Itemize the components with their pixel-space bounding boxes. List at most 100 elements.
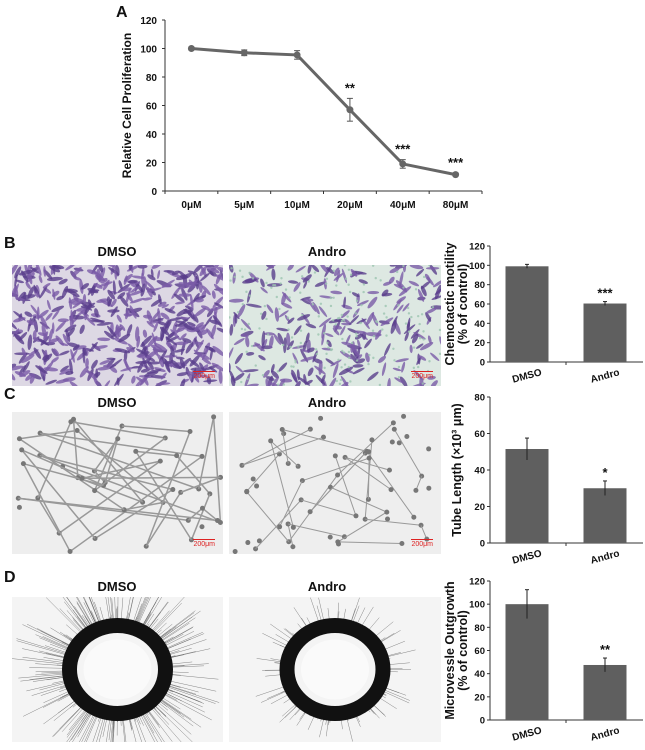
pore	[229, 279, 232, 282]
cell	[110, 298, 117, 307]
image-title-dmso-d: DMSO	[97, 579, 137, 594]
cell	[103, 380, 111, 386]
cell	[439, 336, 441, 346]
cell	[151, 344, 163, 352]
cell	[206, 376, 212, 385]
pore	[407, 330, 411, 333]
y-tick-label: 80	[474, 623, 485, 634]
cell-cluster	[384, 509, 390, 515]
cell	[79, 278, 84, 294]
y-tick-label: 80	[474, 280, 485, 291]
pore	[314, 348, 318, 351]
cell-cluster	[79, 475, 85, 481]
tube	[58, 460, 161, 534]
cell	[200, 305, 211, 311]
cell	[207, 306, 223, 312]
cell	[420, 285, 427, 297]
cell	[14, 371, 26, 377]
cell	[62, 333, 69, 345]
cell-cluster	[411, 514, 417, 520]
cell	[33, 284, 37, 294]
pore	[325, 277, 329, 280]
pore	[385, 334, 388, 337]
cell	[302, 340, 308, 352]
pore	[374, 276, 377, 280]
pore	[272, 283, 275, 287]
x-tick-label: 40μM	[390, 200, 416, 211]
cell-cluster	[71, 416, 77, 422]
cell	[107, 289, 116, 300]
cell-cluster	[256, 538, 262, 544]
cell	[233, 338, 245, 345]
pore	[329, 304, 333, 308]
cell	[352, 364, 364, 368]
cell	[179, 333, 187, 340]
tube	[82, 476, 221, 480]
cell	[311, 265, 320, 273]
cell	[114, 348, 131, 354]
micrograph-migration-dmso: 200μm	[12, 265, 223, 386]
pore	[438, 352, 441, 356]
pore	[241, 302, 245, 306]
cell	[128, 265, 133, 271]
pore	[311, 303, 315, 306]
cell	[56, 295, 64, 301]
cell	[12, 283, 19, 297]
pore	[270, 286, 273, 289]
cell	[26, 270, 36, 276]
cell	[112, 280, 116, 296]
cell	[205, 266, 220, 274]
cell	[35, 365, 48, 374]
cell	[162, 361, 173, 365]
pore	[263, 304, 267, 308]
cell	[260, 287, 268, 294]
pore	[372, 356, 375, 360]
data-point	[452, 171, 460, 179]
ring-lumen	[301, 639, 369, 700]
cell	[126, 346, 135, 353]
pore	[317, 315, 321, 318]
cell	[307, 265, 312, 274]
pore	[355, 359, 359, 362]
cell	[12, 363, 17, 369]
cell	[343, 296, 346, 309]
tube	[18, 438, 125, 511]
pore	[404, 322, 408, 325]
tube	[72, 418, 144, 503]
cell	[333, 324, 343, 330]
pore	[382, 312, 386, 315]
y-tick-label: 40	[474, 319, 485, 330]
y-tick-label: 0	[151, 187, 157, 198]
cell	[190, 294, 194, 310]
cell	[183, 324, 194, 331]
cell	[403, 324, 416, 335]
x-tick-label: 80μM	[443, 200, 469, 211]
cell	[201, 285, 211, 296]
pore	[245, 290, 248, 294]
cell	[104, 330, 115, 340]
y-axis-label: Microvessle Outgrowth	[443, 581, 457, 719]
cell	[100, 277, 108, 284]
pore	[299, 341, 303, 345]
cell	[204, 315, 213, 327]
cell	[174, 301, 185, 305]
cell	[185, 308, 195, 320]
cell	[172, 321, 178, 333]
tube	[337, 541, 402, 545]
cell	[52, 288, 56, 300]
cell	[59, 350, 70, 356]
cell-cluster	[199, 453, 205, 459]
y-tick-label: 100	[140, 45, 157, 56]
x-tick-label: 10μM	[284, 200, 310, 211]
cell	[260, 278, 265, 288]
cell	[72, 266, 82, 277]
pore	[300, 275, 304, 278]
pore	[421, 382, 424, 385]
pore	[307, 280, 310, 283]
tube	[246, 453, 280, 492]
pore	[392, 347, 395, 350]
pore	[273, 284, 277, 287]
micrograph-texture	[229, 412, 441, 554]
panel-label-b: B	[4, 235, 16, 252]
pore	[422, 338, 425, 341]
